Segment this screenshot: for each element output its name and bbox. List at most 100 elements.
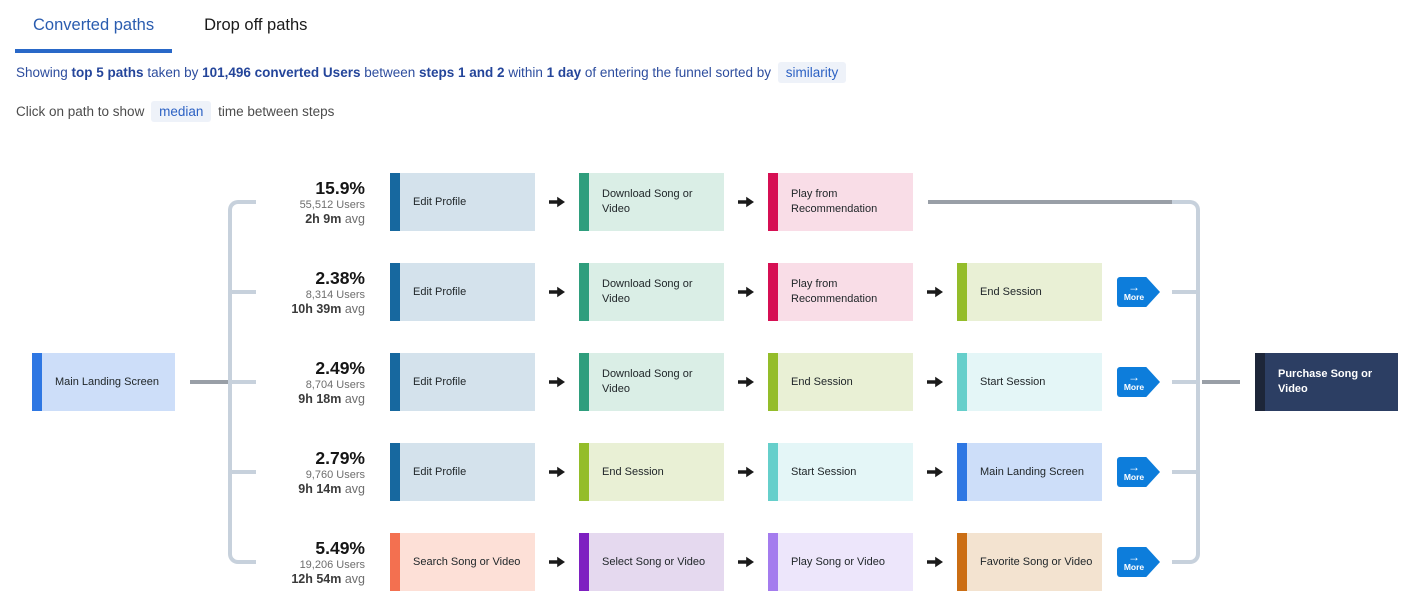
event-box-search-song-or-video[interactable]: Search Song or Video <box>390 533 535 591</box>
path-row-3[interactable]: 2.49% 8,704 Users 9h 18m avg Edit Profile Do… <box>245 353 1160 411</box>
more-label: More <box>1123 472 1145 482</box>
row1-long-connector-line <box>928 200 1174 204</box>
more-button[interactable]: → More <box>1117 457 1160 487</box>
event-label: Search Song or Video <box>413 555 521 568</box>
more-button[interactable]: → More <box>1117 547 1160 577</box>
step-arrow-icon <box>913 466 957 478</box>
path-row-4[interactable]: 2.79% 9,760 Users 9h 14m avg Edit Profile En… <box>245 443 1160 501</box>
event-box-download-song-or-video[interactable]: Download Song or Video <box>579 173 724 231</box>
path-stats: 2.79% 9,760 Users 9h 14m avg <box>245 448 365 496</box>
event-label: Edit Profile <box>413 285 467 298</box>
text-segment: steps 1 and 2 <box>419 65 505 80</box>
step-arrow-icon <box>535 286 579 298</box>
right-stub-row2 <box>1172 290 1200 294</box>
path-avg-time: 9h 18m avg <box>298 391 365 406</box>
path-row-5[interactable]: 5.49% 19,206 Users 12h 54m avg Search Song … <box>245 533 1160 591</box>
event-box-select-song-or-video[interactable]: Select Song or Video <box>579 533 724 591</box>
event-box-favorite-song-or-video[interactable]: Favorite Song or Video <box>957 533 1102 591</box>
text-segment: of entering the funnel sorted by <box>581 65 775 80</box>
text-segment: 101,496 converted Users <box>202 65 361 80</box>
more-label: More <box>1123 562 1145 572</box>
event-label: Edit Profile <box>413 375 467 388</box>
path-users-count: 55,512 Users <box>299 199 365 212</box>
tab-bar: Converted paths Drop off paths <box>15 12 325 53</box>
event-box-play-from-recommendation[interactable]: Play from Recommendation <box>768 173 913 231</box>
event-box-end-session[interactable]: End Session <box>957 263 1102 321</box>
event-label: Download Song or Video <box>602 278 693 305</box>
more-button[interactable]: → More <box>1117 367 1160 397</box>
path-avg-time: 10h 39m avg <box>291 301 365 316</box>
event-box-start-session[interactable]: Start Session <box>957 353 1102 411</box>
event-label: Edit Profile <box>413 195 467 208</box>
path-percent: 2.38% <box>315 267 365 288</box>
event-box-end-session[interactable]: End Session <box>768 353 913 411</box>
event-box-edit-profile[interactable]: Edit Profile <box>390 173 535 231</box>
event-box-play-from-recommendation[interactable]: Play from Recommendation <box>768 263 913 321</box>
event-label: End Session <box>791 375 853 388</box>
tab-converted-paths[interactable]: Converted paths <box>15 12 173 53</box>
path-percent: 15.9% <box>315 177 365 198</box>
path-percent: 5.49% <box>315 537 365 558</box>
more-button[interactable]: → More <box>1117 277 1160 307</box>
end-node-purchase-song-or-video[interactable]: Purchase Song or Video <box>1255 353 1398 411</box>
left-stub-row4 <box>228 470 256 474</box>
path-row-1[interactable]: 15.9% 55,512 Users 2h 9m avg Edit Profile Do… <box>245 173 913 231</box>
path-stats: 2.49% 8,704 Users 9h 18m avg <box>245 358 365 406</box>
summary-text: Showing top 5 paths taken by 101,496 con… <box>16 62 849 83</box>
left-stub-row2 <box>228 290 256 294</box>
more-arrow-icon: → <box>1128 550 1140 564</box>
step-arrow-icon <box>724 556 768 568</box>
more-label: More <box>1123 382 1145 392</box>
more-label: More <box>1123 292 1145 302</box>
text-segment: Showing <box>16 65 72 80</box>
path-users-count: 8,314 Users <box>305 289 365 302</box>
step-arrow-icon <box>913 556 957 568</box>
option-chip-median[interactable]: median <box>151 101 212 122</box>
event-box-edit-profile[interactable]: Edit Profile <box>390 443 535 501</box>
step-arrow-icon <box>535 376 579 388</box>
event-label: Download Song or Video <box>602 188 693 215</box>
event-box-main-landing-screen[interactable]: Main Landing Screen <box>957 443 1102 501</box>
event-box-download-song-or-video[interactable]: Download Song or Video <box>579 353 724 411</box>
path-avg-time: 12h 54m avg <box>291 571 365 586</box>
event-box-start-session[interactable]: Start Session <box>768 443 913 501</box>
event-label: Play from Recommendation <box>791 188 878 215</box>
step-arrow-icon <box>535 196 579 208</box>
option-chip-similarity[interactable]: similarity <box>777 62 847 83</box>
event-label: Download Song or Video <box>602 368 693 395</box>
text-segment: time between steps <box>214 104 335 119</box>
event-label: Play from Recommendation <box>791 278 878 305</box>
path-users-count: 9,760 Users <box>305 469 365 482</box>
path-users-count: 19,206 Users <box>299 559 365 572</box>
path-row-2[interactable]: 2.38% 8,314 Users 10h 39m avg Edit Profile D… <box>245 263 1160 321</box>
text-segment: top 5 paths <box>71 65 144 80</box>
event-box-end-session[interactable]: End Session <box>579 443 724 501</box>
step-arrow-icon <box>913 376 957 388</box>
end-node-label: Purchase Song or Video <box>1278 368 1373 395</box>
right-stub-row4 <box>1172 470 1200 474</box>
event-box-play-song-or-video[interactable]: Play Song or Video <box>768 533 913 591</box>
event-box-edit-profile[interactable]: Edit Profile <box>390 353 535 411</box>
step-arrow-icon <box>724 286 768 298</box>
more-arrow-icon: → <box>1128 280 1140 294</box>
tab-drop-off-paths[interactable]: Drop off paths <box>204 16 308 34</box>
step-arrow-icon <box>535 556 579 568</box>
event-label: Select Song or Video <box>602 555 706 568</box>
event-label: Start Session <box>791 465 857 478</box>
right-stub-row3 <box>1172 380 1200 384</box>
event-label: End Session <box>980 285 1042 298</box>
event-label: Play Song or Video <box>791 555 885 568</box>
hint-text: Click on path to show median time betwee… <box>16 101 335 122</box>
start-node-main-landing-screen[interactable]: Main Landing Screen <box>32 353 175 411</box>
path-users-count: 8,704 Users <box>305 379 365 392</box>
step-arrow-icon <box>535 466 579 478</box>
start-node-connector-line <box>190 380 228 384</box>
left-stub-row3 <box>228 380 256 384</box>
event-box-download-song-or-video[interactable]: Download Song or Video <box>579 263 724 321</box>
event-label: Edit Profile <box>413 465 467 478</box>
path-avg-time: 9h 14m avg <box>298 481 365 496</box>
step-arrow-icon <box>724 196 768 208</box>
event-box-edit-profile[interactable]: Edit Profile <box>390 263 535 321</box>
more-arrow-icon: → <box>1128 460 1140 474</box>
